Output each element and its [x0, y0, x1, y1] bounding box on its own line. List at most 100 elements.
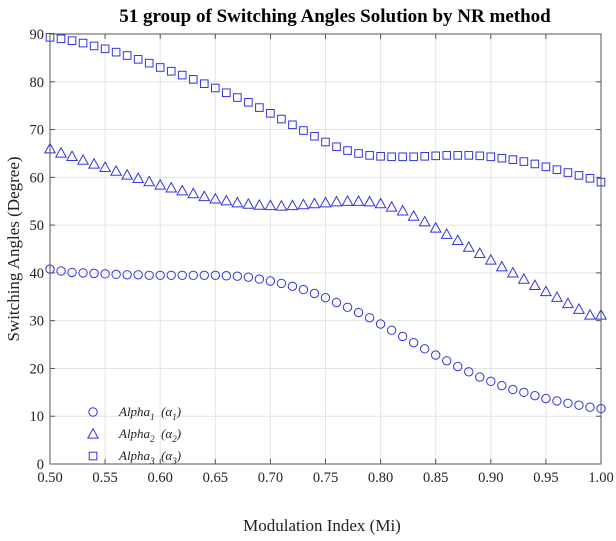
data-point	[528, 279, 541, 290]
data-point	[409, 152, 418, 162]
data-point	[144, 270, 154, 280]
legend-marker	[88, 407, 98, 417]
legend: Alpha1 (α1) Alpha2 (α2) Alpha3 (α3)	[86, 404, 181, 466]
data-point	[387, 152, 396, 162]
data-point	[363, 195, 376, 207]
data-point	[288, 120, 297, 130]
data-point	[420, 152, 429, 161]
x-tick-label: 0.95	[533, 470, 558, 486]
data-point	[155, 63, 165, 72]
data-point	[89, 268, 99, 279]
data-point	[177, 70, 187, 80]
data-point	[442, 151, 452, 160]
data-point	[231, 196, 244, 208]
data-point	[56, 34, 66, 44]
data-point	[275, 199, 288, 211]
y-tick-label: 0	[37, 457, 44, 473]
series-alpha-1	[45, 264, 606, 414]
data-markers	[43, 33, 608, 414]
data-point	[376, 152, 385, 161]
data-point	[442, 356, 452, 366]
x-tick-label: 0.85	[423, 470, 448, 486]
data-point	[155, 270, 165, 280]
data-point	[166, 270, 176, 280]
data-point	[550, 291, 563, 302]
legend-item: Alpha3 (α3)	[88, 448, 181, 466]
y-tick-label: 60	[30, 170, 45, 186]
data-point	[440, 227, 453, 239]
data-point	[88, 157, 101, 169]
data-point	[277, 114, 286, 124]
data-point	[354, 149, 363, 158]
legend-label: Alpha2 (α2)	[118, 426, 181, 444]
data-point	[253, 198, 266, 210]
data-point	[222, 88, 231, 98]
data-point	[530, 159, 540, 169]
data-point	[188, 75, 198, 84]
data-point	[198, 190, 211, 202]
y-tick-label: 30	[30, 314, 45, 330]
data-point	[233, 93, 242, 102]
data-point	[67, 36, 77, 45]
x-tick-label: 0.70	[258, 470, 283, 486]
data-point	[419, 344, 430, 354]
data-point	[585, 402, 595, 412]
data-point	[408, 337, 419, 348]
data-point	[132, 172, 145, 183]
data-point	[517, 272, 530, 284]
data-point	[352, 194, 365, 206]
data-point	[221, 271, 232, 281]
legend-item: Alpha1 (α1)	[88, 404, 181, 422]
data-point	[552, 396, 562, 406]
data-point	[451, 234, 464, 246]
legend-label: Alpha3 (α3)	[118, 448, 181, 466]
data-point	[133, 270, 143, 280]
data-point	[276, 278, 287, 289]
data-point	[497, 380, 507, 391]
chart-title: 51 group of Switching Angles Solution by…	[119, 6, 551, 27]
data-point	[330, 195, 343, 207]
data-point	[111, 269, 121, 280]
data-point	[464, 151, 474, 160]
data-point	[429, 221, 442, 233]
x-tick-label: 0.50	[37, 470, 62, 486]
data-point	[539, 285, 552, 297]
x-tick-label: 0.55	[92, 470, 117, 486]
data-point	[321, 137, 330, 147]
data-point	[77, 153, 90, 165]
data-point	[133, 55, 143, 64]
data-point	[343, 146, 352, 155]
data-point	[99, 161, 112, 172]
data-point	[144, 58, 154, 68]
data-point	[332, 142, 341, 152]
grid	[49, 33, 602, 465]
data-point	[78, 38, 88, 48]
data-point	[287, 281, 298, 291]
x-tick-label: 0.80	[368, 470, 393, 486]
data-point	[298, 284, 309, 295]
data-point	[265, 276, 276, 286]
data-point	[309, 288, 320, 299]
legend-item: Alpha2 (α2)	[86, 426, 181, 444]
y-tick-label: 10	[30, 409, 45, 425]
data-point	[561, 297, 574, 309]
data-point	[78, 268, 88, 278]
data-point	[297, 198, 310, 210]
data-point	[397, 331, 408, 342]
y-tick-label: 80	[30, 75, 45, 91]
data-point	[431, 350, 441, 360]
data-point	[110, 164, 123, 176]
data-point	[508, 155, 518, 164]
data-point	[364, 313, 375, 323]
data-point	[220, 194, 233, 206]
data-point	[464, 367, 474, 377]
data-point	[154, 178, 167, 190]
data-point	[574, 400, 584, 410]
data-point	[453, 151, 463, 160]
data-point	[89, 41, 99, 51]
data-point	[341, 194, 354, 206]
data-point	[319, 196, 332, 208]
data-point	[342, 302, 353, 312]
data-point	[508, 384, 518, 395]
data-point	[473, 247, 486, 258]
